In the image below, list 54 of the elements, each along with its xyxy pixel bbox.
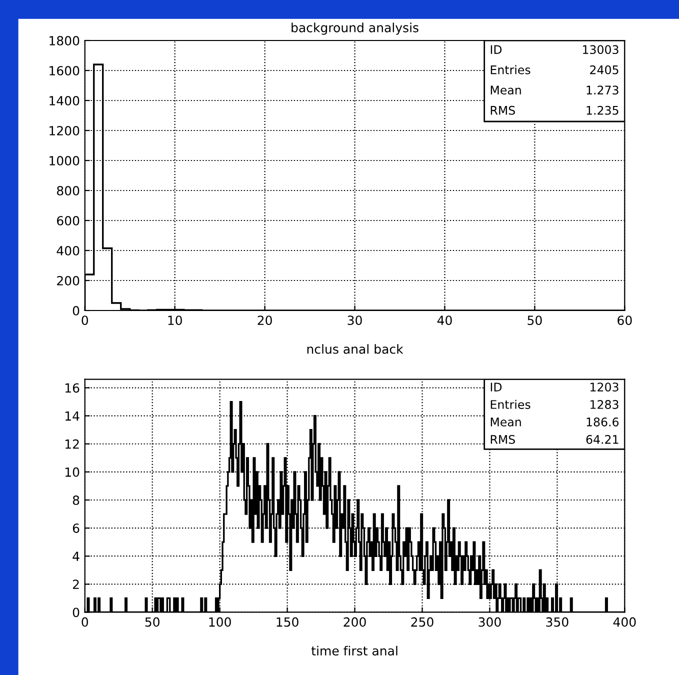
annotation: 1283: [590, 400, 618, 409]
annotation: 1.273: [586, 86, 618, 95]
y-tick-label: 200: [57, 276, 80, 286]
y-tick-label: 1800: [50, 36, 80, 46]
y-tick-label: 14: [65, 411, 80, 421]
x-tick-label: 300: [478, 617, 501, 627]
x-axis-title: time first anal: [311, 646, 398, 656]
x-tick-label: 0: [82, 316, 88, 326]
x-tick-label: 50: [528, 316, 542, 326]
x-tick-label: 20: [258, 316, 272, 326]
x-tick-label: 10: [168, 316, 182, 326]
x-tick-label: 50: [145, 617, 160, 627]
y-tick-label: 1600: [50, 66, 80, 76]
annotation: 64.21: [586, 434, 618, 444]
y-tick-label: 8: [72, 495, 80, 505]
annotation: 1.235: [586, 106, 618, 115]
y-tick-label: 0: [72, 608, 80, 618]
x-tick-label: 250: [411, 617, 434, 627]
x-axis-title: nclus anal back: [307, 344, 404, 354]
annotation: 2405: [590, 65, 618, 74]
y-tick-label: 400: [56, 246, 80, 256]
annotation: Entries: [490, 400, 530, 409]
x-tick-label: 200: [344, 617, 366, 627]
annotation: RMS: [490, 434, 515, 444]
x-tick-label: 100: [209, 617, 231, 627]
y-tick-label: 2: [72, 580, 79, 589]
x-tick-label: 40: [437, 316, 452, 326]
x-tick-label: 400: [613, 617, 636, 627]
x-tick-label: 30: [348, 316, 362, 326]
annotation: RMS: [490, 106, 515, 115]
y-tick-label: 1000: [50, 156, 80, 166]
annotation: 13003: [583, 45, 618, 54]
y-tick-label: 800: [57, 186, 80, 196]
annotation: Entries: [490, 65, 530, 74]
y-tick-label: 6: [72, 524, 80, 533]
y-tick-label: 1200: [50, 126, 80, 136]
x-tick-label: 350: [546, 617, 568, 627]
y-tick-label: 1400: [50, 96, 80, 106]
x-tick-label: 150: [276, 617, 298, 627]
y-tick-label: 16: [65, 383, 80, 393]
annotation: ID: [490, 45, 502, 54]
annotation: Mean: [490, 86, 521, 95]
y-tick-label: 12: [65, 439, 79, 449]
x-tick-label: 60: [618, 316, 632, 326]
annotation: 1203: [590, 382, 618, 392]
y-tick-label: 600: [57, 216, 80, 226]
y-tick-label: 4: [72, 552, 80, 561]
annotation: ID: [490, 382, 502, 392]
x-tick-label: 0: [82, 617, 88, 627]
chart-title: background analysis: [292, 22, 418, 35]
annotation: 186.6: [586, 418, 619, 426]
y-tick-label: 10: [65, 467, 80, 477]
annotation: Mean: [490, 418, 521, 426]
y-tick-label: 0: [72, 306, 80, 316]
